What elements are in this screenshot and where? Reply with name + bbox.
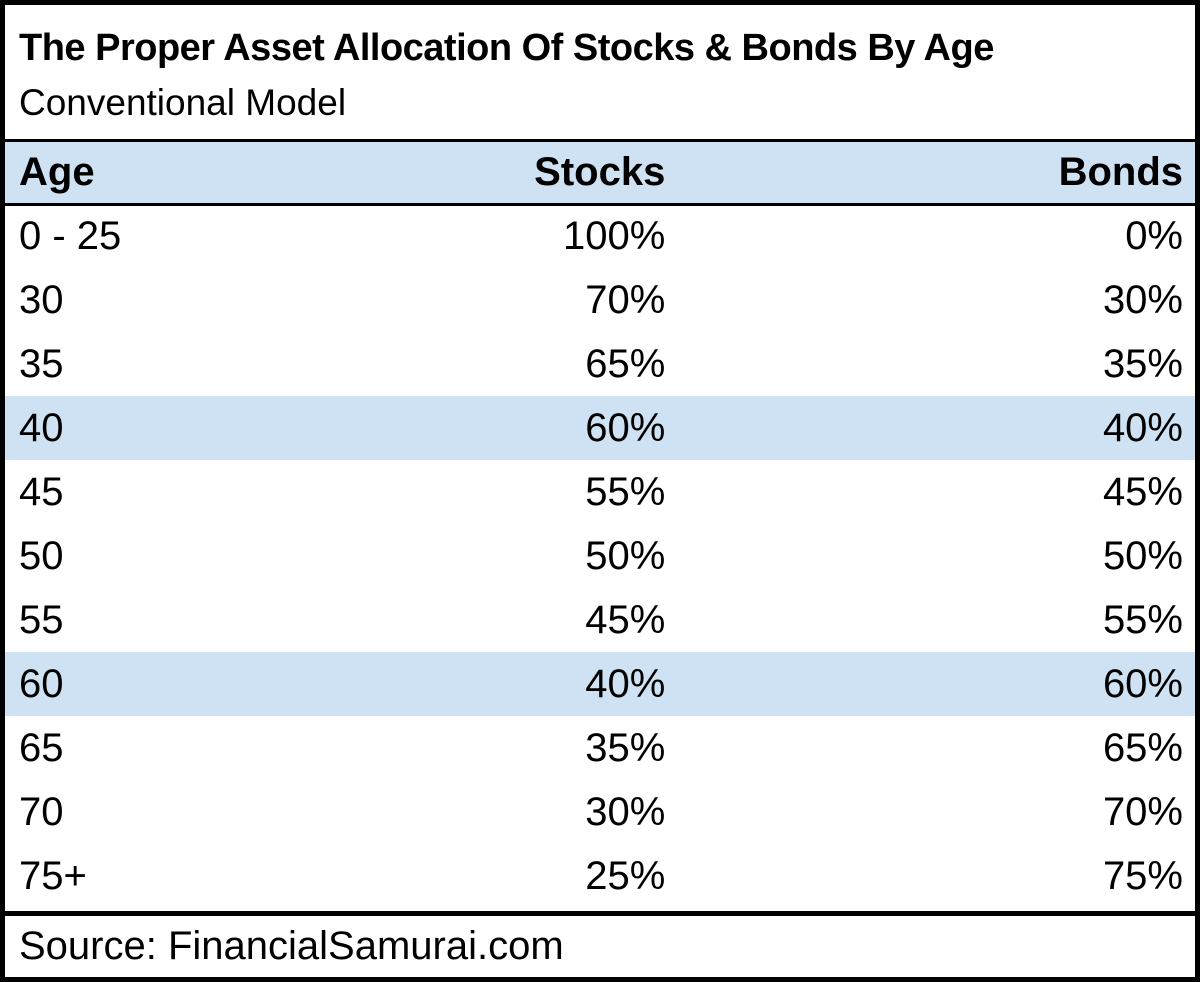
age-cell: 40 xyxy=(5,396,351,460)
stocks-cell: 60% xyxy=(350,396,678,460)
bonds-cell: 35% xyxy=(1102,341,1183,386)
table-row: 0 - 25 100% 0% xyxy=(5,204,1195,268)
table-row: 65 35% 65% xyxy=(5,716,1195,780)
bonds-cell: 75% xyxy=(1102,853,1183,898)
bonds-cell: 55% xyxy=(1102,597,1183,642)
age-cell: 65 xyxy=(19,725,64,770)
age-cell: 35 xyxy=(19,341,64,386)
bonds-cell: 50% xyxy=(1102,533,1183,578)
table-row: 75+ 25% 75% xyxy=(5,844,1195,908)
table-header: Age Stocks Bonds xyxy=(5,142,1195,206)
bonds-cell: 65% xyxy=(1102,725,1183,770)
stocks-cell: 40% xyxy=(350,652,678,716)
stocks-cell: 45% xyxy=(585,597,666,642)
bonds-cell: 0% xyxy=(1125,214,1183,259)
age-cell: 55 xyxy=(19,597,64,642)
stocks-cell: 65% xyxy=(585,341,666,386)
age-cell: 45 xyxy=(19,469,64,514)
table-row: 30 70% 30% xyxy=(5,268,1195,332)
table-row: 70 30% 70% xyxy=(5,780,1195,844)
source-label: Source: FinancialSamurai.com xyxy=(19,924,564,968)
age-cell: 60 xyxy=(5,652,351,716)
age-cell: 0 - 25 xyxy=(19,214,122,259)
stocks-cell: 25% xyxy=(585,853,666,898)
bonds-cell: 45% xyxy=(1102,469,1183,514)
stocks-cell: 100% xyxy=(563,214,666,259)
title-block: The Proper Asset Allocation Of Stocks & … xyxy=(5,5,1195,142)
table-row: 60 40% 60% xyxy=(5,652,1195,716)
column-header-age: Age xyxy=(5,142,351,206)
table-row: 55 45% 55% xyxy=(5,588,1195,652)
table-row: 40 60% 40% xyxy=(5,396,1195,460)
source-row: Source: FinancialSamurai.com xyxy=(5,911,1195,977)
age-cell: 50 xyxy=(19,533,64,578)
bonds-cell: 40% xyxy=(677,396,1195,460)
bonds-cell: 70% xyxy=(1102,789,1183,834)
column-header-stocks: Stocks xyxy=(350,142,678,206)
table-body: 0 - 25 100% 0% 30 70% 30% 35 65% 35% 40 60% 40% 45 55… xyxy=(5,204,1195,908)
bonds-cell: 60% xyxy=(677,652,1195,716)
age-cell: 75+ xyxy=(19,853,87,898)
allocation-table: Age Stocks Bonds 0 - 25 100% 0% 30 70% 30% 35 6… xyxy=(5,142,1195,908)
stocks-cell: 30% xyxy=(585,789,666,834)
stocks-cell: 50% xyxy=(585,533,666,578)
stocks-cell: 55% xyxy=(585,469,666,514)
stocks-cell: 70% xyxy=(585,277,666,322)
table-row: 50 50% 50% xyxy=(5,524,1195,588)
page-title: The Proper Asset Allocation Of Stocks & … xyxy=(19,27,994,69)
bonds-cell: 30% xyxy=(1102,277,1183,322)
stocks-cell: 35% xyxy=(585,725,666,770)
column-header-bonds: Bonds xyxy=(677,142,1195,206)
table-row: 35 65% 35% xyxy=(5,332,1195,396)
age-cell: 30 xyxy=(19,277,64,322)
page-subtitle: Conventional Model xyxy=(19,82,347,123)
table-header-row: Age Stocks Bonds xyxy=(5,142,1195,206)
age-cell: 70 xyxy=(19,789,64,834)
table-row: 45 55% 45% xyxy=(5,460,1195,524)
